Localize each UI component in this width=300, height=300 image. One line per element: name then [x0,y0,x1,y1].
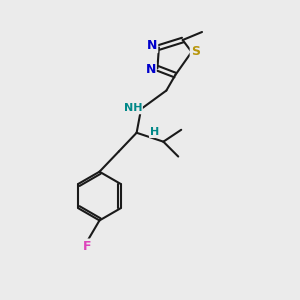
Text: S: S [191,45,200,58]
Text: NH: NH [124,103,142,113]
Text: H: H [150,127,159,137]
Text: N: N [147,39,157,52]
Text: N: N [146,63,156,76]
Text: F: F [83,239,92,253]
